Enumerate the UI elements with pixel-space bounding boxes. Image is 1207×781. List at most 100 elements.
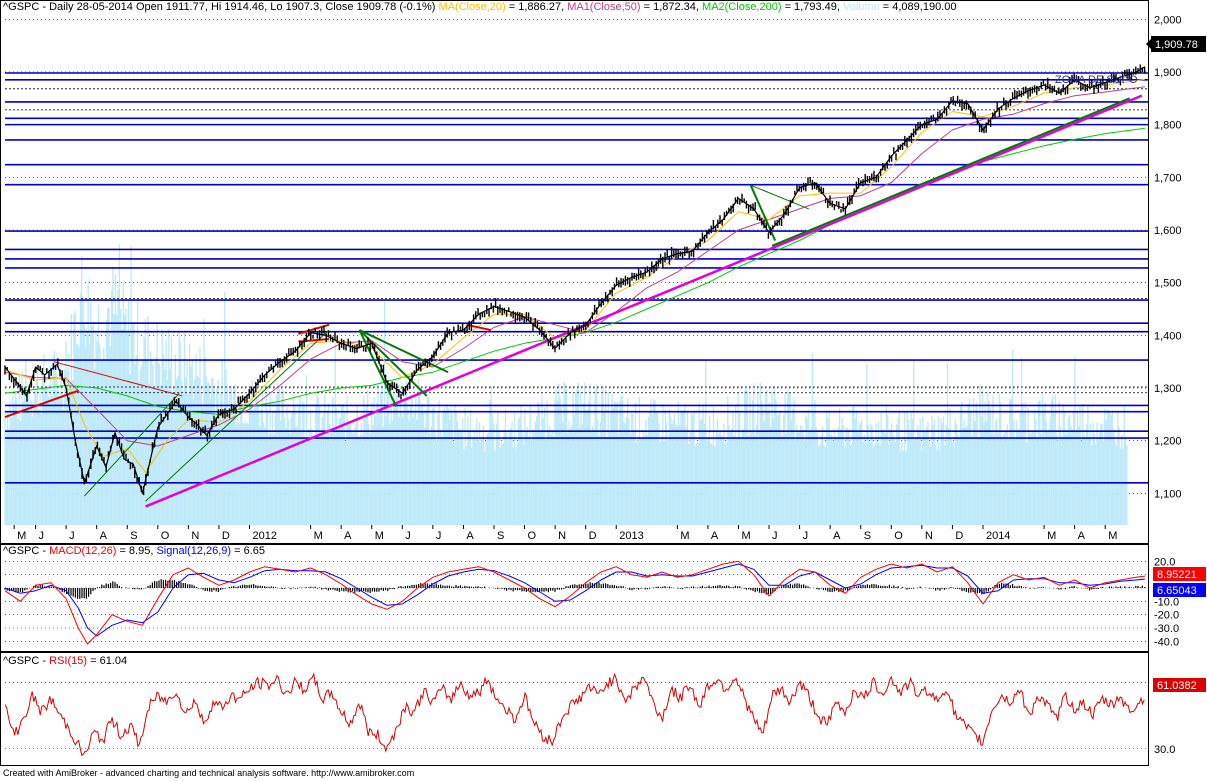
signal-badge-bg — [1153, 583, 1206, 597]
rsi-tick-label: 30.0 — [1154, 744, 1175, 756]
x-tick-label: A — [100, 530, 108, 542]
price-tick-label: 1,200 — [1154, 436, 1182, 448]
trendline — [750, 184, 809, 210]
ma200-line-group — [4, 127, 1145, 415]
last-price-badge-arrow — [1146, 39, 1151, 49]
macd-badge-value: 8.95221 — [1157, 569, 1197, 581]
signal-label: Signal(12,26,9) — [156, 545, 232, 557]
footer-credit: Created with AmiBroker - advanced charti… — [3, 768, 415, 778]
pane-frame — [0, 0, 1149, 544]
rsi-value: = 61.04 — [90, 655, 128, 667]
x-tick-label: M — [741, 530, 750, 542]
rsi-line — [4, 672, 1145, 757]
x-tick-label: M — [17, 530, 26, 542]
price-pane-header: ^GSPC - Daily 28-05-2014 Open 1911.77, H… — [3, 1, 956, 13]
price-tick-label: 1,700 — [1154, 172, 1182, 184]
price-tick-label: 1,400 — [1154, 330, 1182, 342]
x-tick-label: J — [405, 530, 411, 542]
x-tick-label: 2014 — [986, 530, 1010, 542]
macd-tick-label: -10.0 — [1154, 596, 1179, 608]
close-line — [4, 66, 1146, 494]
trendline — [466, 323, 492, 332]
price-tick-label: 1,100 — [1154, 488, 1182, 500]
trendline — [358, 329, 398, 407]
x-tick-label: A — [833, 530, 841, 542]
trendline — [145, 329, 330, 502]
macd-tick-label: -20.0 — [1154, 610, 1179, 622]
ma50-value: = 1,872.34, — [643, 1, 699, 13]
price-tick-label: 1,800 — [1154, 120, 1182, 132]
time-x-axis: M J J A S O N D 2012 M A M J J A S O N D 2013 M A M J J A S O N D 2014… — [13, 525, 1117, 542]
price-series-group — [4, 64, 1146, 496]
macd-tick-label: -40.0 — [1154, 636, 1179, 648]
rsi-pane: 70.030.0 — [4, 672, 1175, 757]
rsi-prefix: ^GSPC - — [3, 655, 50, 667]
x-tick-label: A — [344, 530, 352, 542]
ma50-label: MA1(Close,50) — [567, 1, 641, 13]
macd-pane-header: ^GSPC - MACD(12,26) = 8.95, Signal(12,26… — [3, 545, 265, 557]
macd-badge-bg — [1153, 567, 1206, 581]
macd-label: MACD(12,26) — [49, 545, 117, 557]
signal-value: = 6.65 — [234, 545, 266, 557]
rsi-badge-bg — [1153, 678, 1206, 692]
x-tick-label: J — [803, 530, 809, 542]
x-tick-label: M — [1108, 530, 1117, 542]
ma20-label: MA(Close,20) — [438, 1, 506, 13]
last-price-badge: 1,909.78 — [1146, 36, 1206, 52]
trendline — [4, 389, 79, 418]
rsi-badge-value: 61.0382 — [1157, 680, 1197, 692]
price-tick-label: 2,000 — [1154, 14, 1182, 26]
signal-badge: 6.65043 — [1153, 583, 1206, 597]
signal-badge-value: 6.65043 — [1157, 585, 1197, 597]
volume-label: Volume — [843, 1, 880, 13]
ma50-line — [4, 86, 1145, 447]
x-tick-label: O — [528, 530, 537, 542]
ma200-value: = 1,793.49, — [784, 1, 840, 13]
rsi-pane-header: ^GSPC - RSI(15) = 61.04 — [3, 655, 127, 667]
rsi-badge: 61.0382 — [1153, 678, 1206, 692]
trendlines — [4, 94, 1143, 508]
last-price-value: 1,909.78 — [1155, 39, 1198, 51]
x-tick-label: A — [1078, 530, 1086, 542]
x-tick-label: 2012 — [252, 530, 276, 542]
price-tick-label: 1,300 — [1154, 383, 1182, 395]
pane-frames — [0, 0, 1149, 766]
price-y-axis: 2,000 1,900 1,800 1,700 1,600 1,500 1,400 1,300… — [1154, 14, 1182, 500]
x-tick-label: D — [222, 530, 230, 542]
ma200-label: MA2(Close,200) — [702, 1, 782, 13]
x-tick-label: J — [39, 530, 45, 542]
x-tick-label: N — [925, 530, 933, 542]
x-tick-label: M — [375, 530, 384, 542]
signal-line — [4, 563, 1145, 637]
macd-tick-label: -30.0 — [1154, 623, 1179, 635]
price-title: ^GSPC - Daily 28-05-2014 Open 1911.77, H… — [3, 1, 436, 13]
ma50-line-group — [4, 86, 1145, 447]
macd-prefix: ^GSPC - — [3, 545, 50, 557]
ma20-line-group — [4, 78, 1145, 473]
x-tick-label: O — [894, 530, 903, 542]
trendline — [771, 97, 1131, 247]
horizontal-levels — [5, 72, 1148, 484]
rsi-label: RSI(15) — [49, 655, 88, 667]
x-tick-label: M — [314, 530, 323, 542]
x-tick-label: N — [558, 530, 566, 542]
trendline — [145, 94, 1143, 508]
x-tick-label: S — [864, 530, 871, 542]
macd-line — [4, 560, 1145, 645]
x-tick-label: S — [130, 530, 137, 542]
support-zone-annotation: ZONA DE SUPO — [1055, 74, 1138, 86]
x-tick-label: J — [772, 530, 778, 542]
volume-value: = 4,089,190.00 — [882, 1, 957, 13]
x-tick-label: D — [955, 530, 963, 542]
macd-tick-label: 20.0 — [1154, 556, 1175, 568]
ma200-line — [4, 127, 1145, 415]
x-tick-label: D — [589, 530, 597, 542]
x-tick-label: S — [497, 530, 504, 542]
pane-frame — [0, 652, 1149, 766]
x-tick-label: A — [466, 530, 474, 542]
trendline — [84, 392, 180, 497]
pane-frame — [0, 544, 1149, 652]
ma20-line — [4, 78, 1145, 473]
macd-value: = 8.95, — [119, 545, 154, 557]
